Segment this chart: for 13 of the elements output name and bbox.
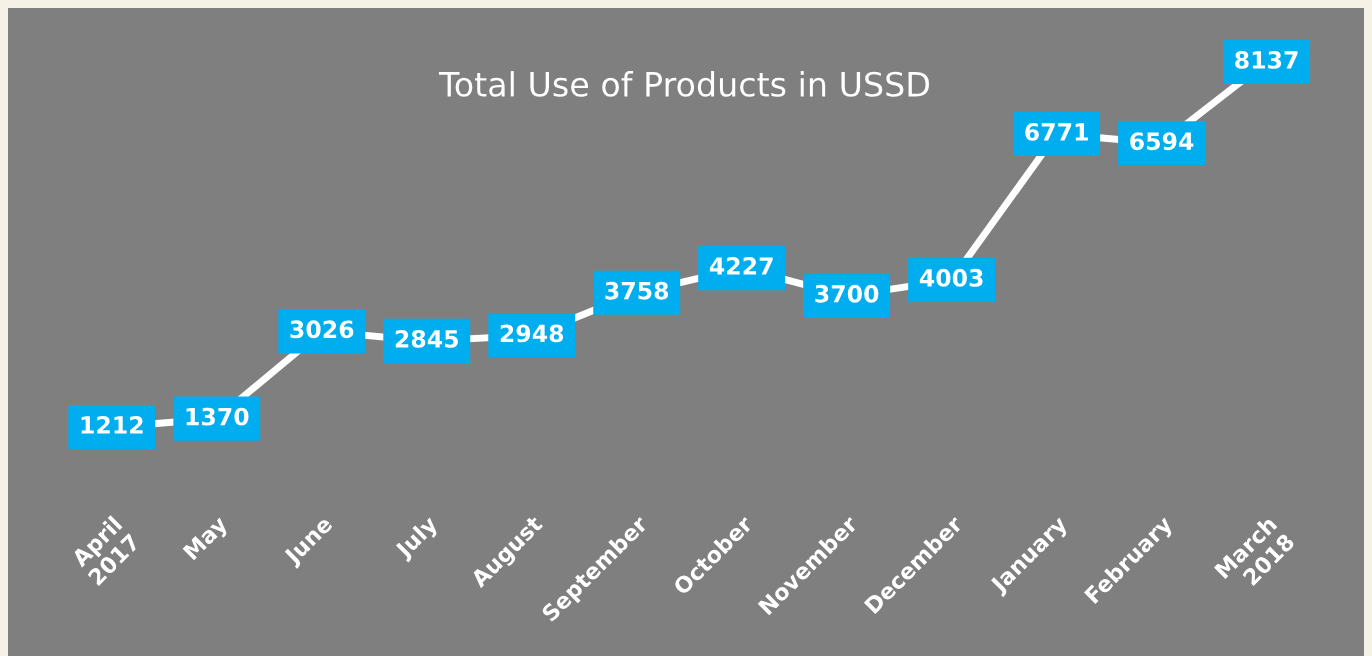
data-label: 1212 — [81, 415, 143, 434]
chart-title: Total Use of Products in USSD — [438, 71, 929, 97]
data-label: 2845 — [395, 329, 458, 348]
data-label: 6594 — [1130, 132, 1194, 151]
data-label: 6771 — [1025, 122, 1088, 141]
data-label: 3026 — [290, 320, 354, 339]
data-label: 4227 — [709, 257, 773, 275]
data-label: 3700 — [815, 284, 879, 303]
data-label: 3758 — [605, 281, 669, 300]
data-label: 4003 — [919, 268, 983, 287]
data-label: 8137 — [1235, 50, 1298, 69]
data-label: 2948 — [500, 324, 564, 343]
data-label: 1370 — [186, 407, 249, 426]
